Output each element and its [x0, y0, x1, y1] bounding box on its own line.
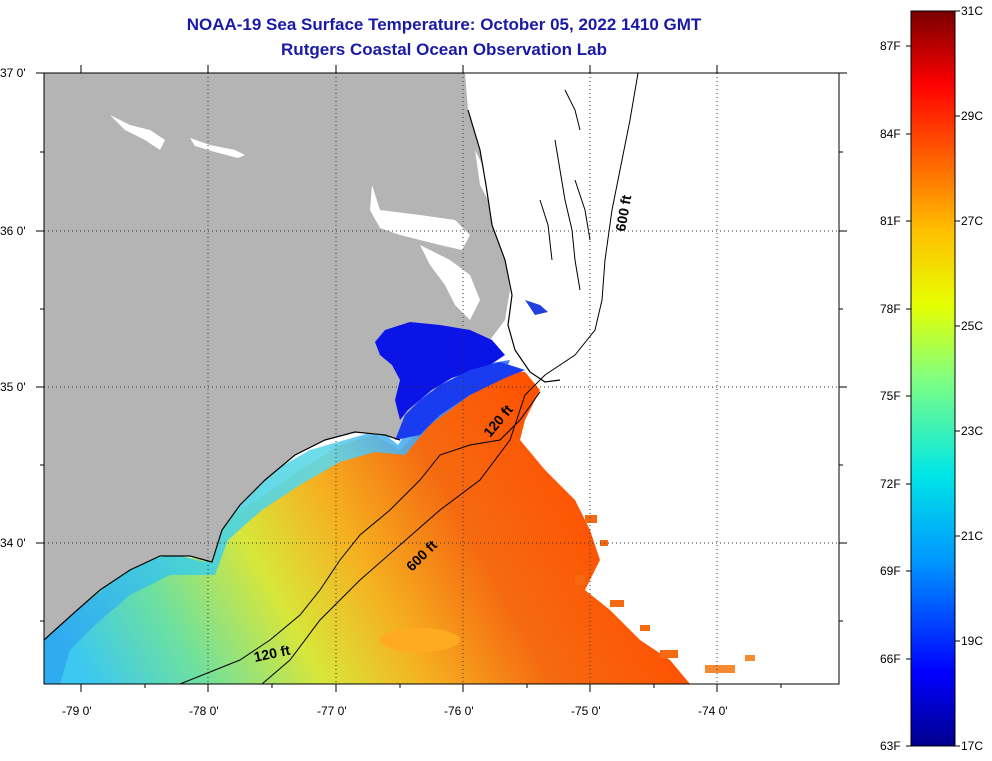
lat-label-35: 35 0': [0, 380, 26, 394]
map-title: NOAA-19 Sea Surface Temperature: October…: [186, 15, 702, 34]
lon-label-77: -77 0': [317, 704, 347, 718]
pamlico-sound: [375, 322, 505, 420]
sst-warm-field: [44, 370, 690, 684]
cb-c-31: 31C: [961, 4, 984, 18]
coastline-south: [44, 431, 401, 641]
cb-f-84: 84F: [880, 127, 901, 141]
outer-banks: [467, 109, 561, 383]
lon-label-79: -79 0': [62, 704, 92, 718]
contour-label-600-north: 600 ft: [612, 193, 634, 232]
lon-label-78: -78 0': [189, 704, 219, 718]
graticule: [44, 73, 839, 684]
sst-warm-core: [380, 628, 460, 652]
lon-label-74: -74 0': [698, 704, 728, 718]
cold-strip: [395, 362, 525, 440]
cb-c-19: 19C: [961, 634, 984, 648]
cb-f-66: 66F: [880, 652, 901, 666]
map-subtitle: Rutgers Coastal Ocean Observation Lab: [281, 40, 607, 59]
colorbar: [910, 10, 956, 747]
cb-f-69: 69F: [880, 564, 901, 578]
lon-label-75: -75 0': [571, 704, 601, 718]
cb-c-23: 23C: [961, 424, 984, 438]
offshore-marks: [539, 89, 591, 291]
cb-c-17: 17C: [961, 739, 984, 753]
cb-f-87: 87F: [880, 39, 901, 53]
cb-f-72: 72F: [880, 477, 901, 491]
plot-frame: [43, 72, 840, 685]
cb-f-78: 78F: [880, 302, 901, 316]
lat-label-37: 37 0': [0, 66, 26, 80]
lat-label-36: 36 0': [0, 224, 26, 238]
contour-label-120-south: 120 ft: [252, 642, 291, 665]
lat-label-34: 34 0': [0, 536, 26, 550]
cold-patch-north: [525, 300, 548, 315]
cb-c-29: 29C: [961, 109, 984, 123]
bathymetry-contours: [179, 73, 639, 684]
cb-c-21: 21C: [961, 529, 984, 543]
cb-c-27: 27C: [961, 214, 984, 228]
axis-ticks: [36, 65, 847, 692]
sounds: [110, 115, 488, 320]
cb-c-25: 25C: [961, 319, 984, 333]
lon-label-76: -76 0': [444, 704, 474, 718]
plot-area: [44, 73, 839, 684]
colorbar-ticks: [906, 10, 960, 747]
cb-f-81: 81F: [880, 214, 901, 228]
cb-f-75: 75F: [880, 389, 901, 403]
cb-f-63: 63F: [880, 739, 901, 753]
